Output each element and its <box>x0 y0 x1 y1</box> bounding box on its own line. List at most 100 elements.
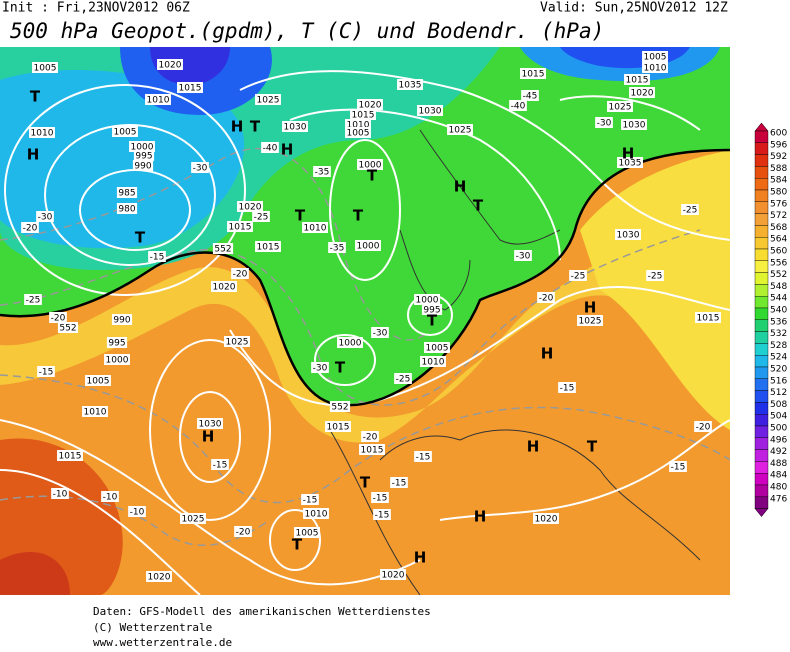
temperature-label: -30 <box>516 252 531 262</box>
isobar-label: 1000 <box>106 356 129 366</box>
temperature-label: -20 <box>696 423 711 433</box>
temperature-label: -15 <box>373 494 388 504</box>
temperature-label: -15 <box>303 496 318 506</box>
temperature-label: -30 <box>313 364 328 374</box>
isobar-label-box <box>237 201 263 212</box>
isobar-label: 1020 <box>213 283 236 293</box>
isobar-label: 1010 <box>84 408 107 418</box>
temperature-label: -15 <box>150 253 165 263</box>
pressure-center: H <box>231 118 244 136</box>
colorbar-label: 580 <box>770 188 787 198</box>
isobar-label-box <box>116 203 138 214</box>
temperature-label: -30 <box>38 213 53 223</box>
temperature-label: -20 <box>236 528 251 538</box>
colorbar-label: 568 <box>770 223 787 233</box>
temperature-label-box <box>669 461 687 472</box>
temperature-label-box <box>51 488 69 499</box>
isobar-label: 1010 <box>147 96 170 106</box>
temperature-label: -30 <box>597 119 612 129</box>
isobar-label-box <box>337 337 363 348</box>
valid-time: Valid: Sun,25NOV2012 12Z <box>540 1 728 16</box>
pressure-center: T <box>587 438 598 456</box>
isobar-label: 1020 <box>239 203 262 213</box>
isobar-label-box <box>642 62 668 73</box>
isobar-label: 1015 <box>352 111 375 121</box>
isobar-label: 1015 <box>697 314 720 324</box>
pressure-center: T <box>353 207 364 225</box>
isobar-label: 1000 <box>359 161 382 171</box>
isobar-label-box <box>357 99 383 110</box>
isobar-label: 980 <box>118 205 135 215</box>
pressure-center: H <box>622 145 635 163</box>
isobar-label-box <box>421 304 443 315</box>
temperature-label-box <box>390 477 408 488</box>
isobar-label: 1030 <box>617 231 640 241</box>
pressure-center: T <box>335 359 346 377</box>
colorbar-swatch <box>754 284 769 297</box>
temperature-label: -10 <box>130 508 145 518</box>
isobar-label: 1015 <box>522 70 545 80</box>
isobar-label: 1025 <box>449 126 472 136</box>
temperature-label-box <box>311 362 329 373</box>
temperature-label: -20 <box>51 314 66 324</box>
temperature-label-box <box>371 327 389 338</box>
isobar-label-box <box>695 312 721 323</box>
colorbar-swatch <box>754 402 769 415</box>
isobar-label-box <box>180 513 206 524</box>
colorbar-swatch <box>754 201 769 214</box>
colorbar-swatch <box>754 260 769 273</box>
isobar-label-box <box>129 141 155 152</box>
isobar-label: 1015 <box>229 223 252 233</box>
isobar-label: 1005 <box>644 53 667 63</box>
isobar-label-box <box>424 342 450 353</box>
isobar-label-box <box>104 354 130 365</box>
pressure-center: H <box>281 141 294 159</box>
pressure-center: H <box>454 178 467 196</box>
colorbar-swatch <box>754 248 769 262</box>
isobar-label: 1010 <box>305 510 328 520</box>
temperature-label-box <box>234 526 252 537</box>
temperature-label: -25 <box>396 375 411 385</box>
temperature-label-box <box>537 292 555 303</box>
colorbar-label: 476 <box>770 494 787 504</box>
isobar-label: 1005 <box>114 128 137 138</box>
temperature-label: -25 <box>571 272 586 282</box>
colorbar-swatch <box>754 236 769 250</box>
colorbar-label: 556 <box>770 258 787 268</box>
isobar-label: 1035 <box>619 159 642 169</box>
isobar-label-box <box>227 221 253 232</box>
pressure-center: T <box>292 536 303 554</box>
height-label: 552 <box>59 324 76 334</box>
colorbar-swatch <box>754 272 769 285</box>
colorbar-swatch <box>754 154 769 167</box>
colorbar-swatch <box>754 166 769 179</box>
isobar-label: 1010 <box>422 358 445 368</box>
temperature-label: -15 <box>560 384 575 394</box>
isobar-label-box <box>157 59 183 70</box>
colorbar-label: 480 <box>770 483 787 493</box>
height-label: 552 <box>214 245 231 255</box>
colorbar-label: 516 <box>770 376 787 386</box>
isobar-label: 1015 <box>257 243 280 253</box>
isobar-label-box <box>29 127 55 138</box>
isobar-label-box <box>85 375 111 386</box>
colorbar-swatch <box>754 130 769 144</box>
pressure-center: T <box>367 167 378 185</box>
pressure-center: T <box>427 312 438 330</box>
isobar-label-box <box>577 315 603 326</box>
yellow-region <box>580 150 730 430</box>
colorbar-swatch <box>754 366 769 380</box>
colorbar-swatch <box>754 296 769 309</box>
isobar-label-box <box>116 187 138 198</box>
pressure-center: H <box>541 345 554 363</box>
isobar-label-box <box>607 101 633 112</box>
isobar-label-box <box>533 513 559 524</box>
temperature-label: -15 <box>416 453 431 463</box>
footer-line: Daten: GFS-Modell des amerikanischen Wet… <box>93 605 431 618</box>
isobar-label: 1025 <box>579 317 602 327</box>
isobar-label: 1010 <box>644 64 667 74</box>
colorbar-label: 484 <box>770 471 787 481</box>
pressure-center: H <box>584 299 597 317</box>
